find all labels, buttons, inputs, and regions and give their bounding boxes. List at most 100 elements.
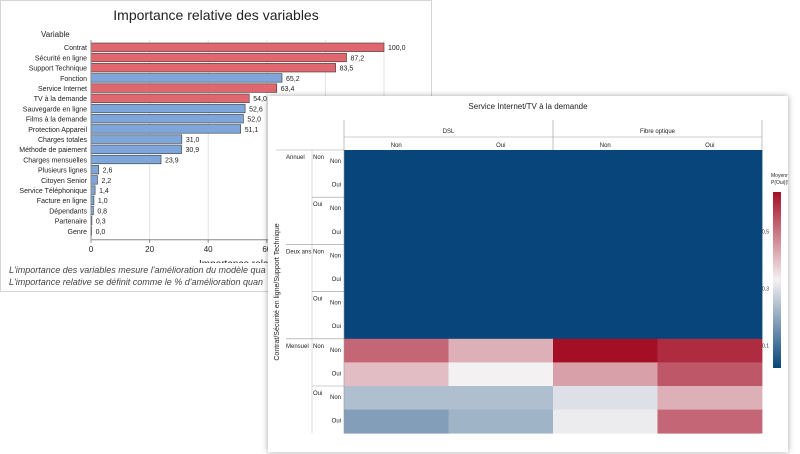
value-label: 31,0 xyxy=(186,137,200,144)
legend-subtitle: P(Oui)(9) xyxy=(771,180,788,186)
heatmap-cell xyxy=(344,150,449,174)
legend-tick-label: 0,5 xyxy=(762,230,769,236)
category-label: Charges totales xyxy=(38,137,88,144)
value-label: 1,0 xyxy=(98,198,108,205)
row-support-label: Oui xyxy=(332,419,341,425)
row-support-label: Oui xyxy=(332,324,341,330)
heatmap-cell xyxy=(344,197,449,222)
value-label: 2,6 xyxy=(103,168,113,175)
row-secu-label: Non xyxy=(313,344,324,350)
y-axis-label: Variable xyxy=(41,30,70,39)
row-secu-label: Non xyxy=(313,249,324,255)
importance-chart-title: Importance relative des variables xyxy=(113,7,319,23)
col-sub-label: Oui xyxy=(496,143,505,149)
heatmap-cell xyxy=(344,173,449,198)
heatmap-cell xyxy=(448,338,554,363)
heatmap-cell xyxy=(553,150,658,174)
heatmap-cell xyxy=(553,173,658,198)
heatmap-cell xyxy=(344,338,449,363)
heatmap-cell xyxy=(553,386,658,410)
bar xyxy=(90,103,246,114)
row-support-label: Non xyxy=(330,253,341,259)
category-label: Genre xyxy=(68,229,88,236)
value-label: 51,1 xyxy=(245,127,259,134)
value-label: 23,9 xyxy=(165,157,179,164)
col-group-label: Fibre optique xyxy=(640,129,676,135)
row-support-label: Oui xyxy=(332,277,341,283)
heatmap-y-label: Contrat/Sécurité en ligne/Support Techni… xyxy=(274,223,281,360)
row-contrat-label: Annuel xyxy=(286,155,305,161)
heatmap-chart: Service Internet/TV à la demande DSL Fibre… xyxy=(274,102,788,434)
heatmap-cell xyxy=(657,362,763,387)
bar xyxy=(90,63,336,73)
bar xyxy=(90,114,244,124)
category-label: TV à la demande xyxy=(34,96,87,103)
heatmap-cell xyxy=(553,338,658,363)
heatmap-cell xyxy=(657,220,763,245)
row-secu-label: Oui xyxy=(313,297,322,303)
heatmap-cell xyxy=(344,409,449,434)
importance-note-1: L'importance des variables mesure l'amél… xyxy=(9,265,266,275)
heatmap-cell xyxy=(448,315,554,340)
category-label: Citoyen Senior xyxy=(41,178,88,185)
importance-note-2: L'importance relative se définit comme l… xyxy=(9,277,264,287)
x-tick-label: 40 xyxy=(204,245,213,254)
bar xyxy=(90,165,99,175)
heatmap-panel: Service Internet/TV à la demande DSL Fibre… xyxy=(268,96,788,452)
heatmap-cell xyxy=(344,220,449,245)
row-support-label: Oui xyxy=(332,183,341,189)
category-label: Service Internet xyxy=(38,86,87,93)
heatmap-cell xyxy=(657,291,763,316)
value-label: 1,4 xyxy=(99,188,109,195)
heatmap-cell xyxy=(553,220,658,245)
legend-tick-label: 0,3 xyxy=(762,287,769,293)
heatmap-cell xyxy=(448,409,554,434)
heatmap-cell xyxy=(553,244,658,269)
heatmap-cell xyxy=(344,291,449,316)
x-tick-label: 20 xyxy=(145,245,154,254)
category-label: Films à la demande xyxy=(26,117,87,124)
heatmap-cell xyxy=(657,268,763,292)
heatmap-cell xyxy=(553,409,658,434)
heatmap-cell xyxy=(344,362,449,387)
heatmap-cell xyxy=(553,362,658,387)
value-label: 30,9 xyxy=(186,147,200,154)
x-axis-label: Importance relative xyxy=(199,259,284,263)
category-label: Fonction xyxy=(60,76,87,83)
row-support-label: Non xyxy=(330,301,341,307)
col-sub-label: Non xyxy=(600,143,611,149)
value-label: 87,2 xyxy=(350,55,364,62)
bar xyxy=(90,175,98,185)
bar xyxy=(90,124,242,134)
heatmap-cell xyxy=(344,244,449,269)
heatmap-cell xyxy=(448,291,554,316)
row-contrat-label: Mensuel xyxy=(286,344,309,350)
heatmap-cell xyxy=(344,386,449,410)
value-label: 0,3 xyxy=(96,219,106,226)
row-contrat-label: Deux ans xyxy=(286,249,311,255)
value-label: 0,8 xyxy=(97,208,107,215)
heatmap-cell xyxy=(448,362,554,387)
value-label: 65,2 xyxy=(286,76,300,83)
heatmap-cell xyxy=(657,315,763,340)
value-label: 83,5 xyxy=(340,66,354,73)
heatmap-cell xyxy=(553,197,658,222)
bar xyxy=(90,73,283,83)
value-label: 63,4 xyxy=(281,86,295,93)
category-label: Méthode de paiement xyxy=(19,147,87,154)
importance-bar-chart: Variable Contrat 100,0 Sécurité en ligne 87,… xyxy=(19,30,431,263)
legend-tick-label: 0,1 xyxy=(762,343,769,349)
category-label: Contrat xyxy=(64,45,87,52)
bar xyxy=(90,154,162,165)
category-label: Facture en ligne xyxy=(37,198,87,205)
heatmap-cell xyxy=(553,268,658,292)
row-support-label: Non xyxy=(330,348,341,354)
row-secu-label: Oui xyxy=(313,202,322,208)
bar xyxy=(90,144,182,154)
value-label: 52,6 xyxy=(249,106,263,113)
bar xyxy=(90,185,96,195)
value-label: 0,0 xyxy=(96,229,106,236)
x-tick-label: 60 xyxy=(262,245,271,254)
heatmap-cell xyxy=(657,386,763,410)
heatmap-cell xyxy=(657,338,763,363)
